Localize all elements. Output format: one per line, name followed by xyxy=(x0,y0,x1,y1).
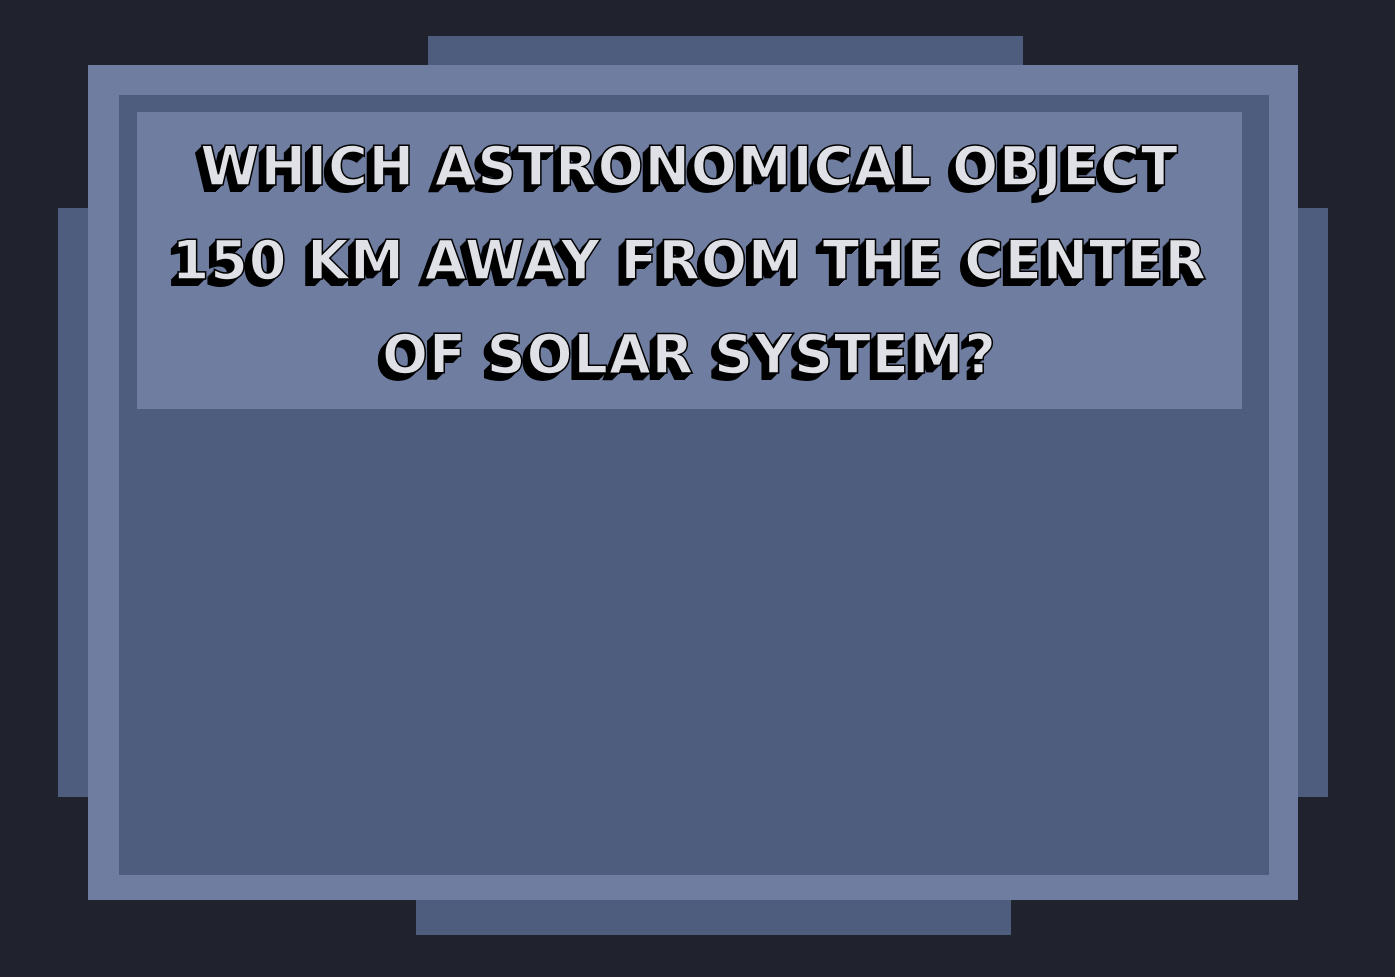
frame-right-side xyxy=(1298,208,1328,797)
question-text: WHICH ASTRONOMICAL OBJECT 150 KM AWAY FR… xyxy=(171,134,1208,387)
question-box: WHICH ASTRONOMICAL OBJECT 150 KM AWAY FR… xyxy=(137,112,1242,409)
answer-area xyxy=(137,409,1242,859)
